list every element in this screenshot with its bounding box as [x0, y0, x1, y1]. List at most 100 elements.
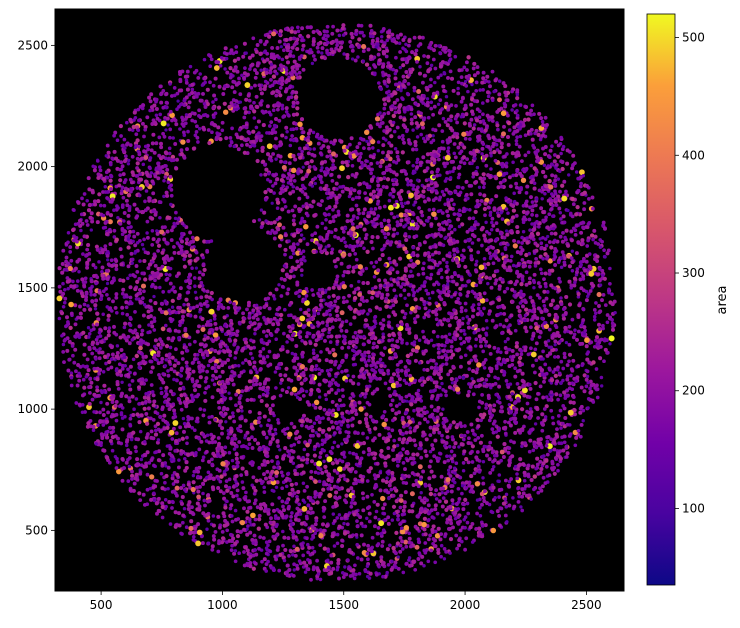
scatter-point	[513, 328, 518, 333]
scatter-point	[301, 165, 305, 169]
scatter-point	[380, 495, 386, 502]
scatter-point	[589, 389, 594, 394]
scatter-point	[85, 357, 90, 362]
scatter-point	[601, 326, 605, 331]
scatter-point	[511, 160, 515, 165]
scatter-point	[278, 63, 283, 68]
scatter-point	[431, 537, 436, 541]
scatter-point	[324, 358, 329, 363]
scatter-point	[264, 334, 269, 338]
scatter-point	[327, 286, 332, 291]
scatter-point	[511, 354, 516, 359]
scatter-point	[323, 499, 328, 504]
scatter-point	[326, 486, 331, 491]
scatter-point	[127, 158, 131, 163]
scatter-point	[458, 160, 463, 164]
scatter-point	[512, 238, 517, 243]
scatter-point	[331, 207, 335, 212]
scatter-point	[69, 383, 74, 388]
scatter-point	[345, 213, 350, 218]
scatter-point	[428, 533, 432, 538]
scatter-point	[313, 470, 318, 475]
scatter-point	[312, 453, 317, 458]
scatter-point	[550, 415, 555, 420]
scatter-point	[130, 394, 135, 399]
scatter-point	[499, 145, 504, 150]
scatter-point	[69, 258, 74, 263]
scatter-point	[119, 412, 124, 417]
scatter-point	[203, 80, 207, 85]
scatter-point	[441, 257, 446, 262]
scatter-point	[259, 68, 263, 72]
scatter-point	[362, 227, 367, 232]
scatter-point	[438, 173, 442, 177]
scatter-point	[371, 345, 376, 350]
scatter-point	[411, 183, 416, 188]
scatter-point	[486, 173, 491, 178]
scatter-point	[325, 323, 330, 328]
scatter-point	[401, 461, 406, 465]
scatter-point	[120, 291, 125, 296]
scatter-point	[84, 375, 89, 379]
scatter-point	[576, 189, 581, 193]
scatter-point	[112, 324, 116, 329]
scatter-point	[394, 530, 399, 536]
scatter-point	[330, 179, 335, 183]
scatter-point	[528, 438, 533, 443]
scatter-point	[197, 284, 202, 289]
scatter-point	[569, 229, 574, 234]
scatter-point	[583, 268, 588, 273]
scatter-point	[208, 80, 212, 85]
scatter-point	[528, 382, 532, 387]
scatter-point	[238, 321, 242, 326]
scatter-point	[132, 202, 137, 207]
scatter-point	[126, 479, 131, 483]
scatter-point	[391, 545, 396, 551]
scatter-point	[86, 242, 91, 248]
scatter-point	[229, 503, 234, 508]
scatter-point	[300, 26, 305, 31]
scatter-point	[425, 360, 430, 365]
scatter-point	[200, 83, 205, 87]
scatter-point	[490, 69, 495, 74]
scatter-point	[525, 184, 530, 189]
scatter-point	[357, 571, 362, 576]
scatter-point	[437, 492, 442, 497]
scatter-point	[449, 118, 453, 123]
scatter-point	[207, 415, 212, 420]
scatter-point	[258, 51, 263, 56]
scatter-point	[361, 281, 366, 285]
scatter-point	[554, 139, 559, 144]
scatter-point	[335, 43, 339, 48]
scatter-point	[295, 506, 300, 511]
scatter-point	[440, 275, 444, 280]
scatter-point	[401, 570, 406, 575]
scatter-point	[266, 296, 271, 301]
scatter-point	[515, 352, 520, 357]
scatter-point	[358, 393, 363, 398]
scatter-point	[520, 487, 525, 492]
scatter-point	[376, 183, 381, 188]
scatter-point	[302, 219, 307, 224]
scatter-point	[347, 340, 352, 345]
scatter-point	[547, 258, 553, 264]
scatter-point	[148, 359, 153, 364]
scatter-point	[139, 413, 144, 418]
scatter-point	[484, 318, 489, 323]
scatter-point	[151, 403, 156, 408]
scatter-point	[369, 161, 374, 166]
scatter-point	[429, 338, 434, 342]
scatter-point	[109, 345, 114, 350]
scatter-point	[352, 576, 357, 581]
scatter-point	[125, 438, 130, 443]
scatter-point	[146, 309, 151, 314]
scatter-point	[313, 531, 318, 536]
scatter-point	[225, 528, 230, 533]
scatter-point	[461, 461, 466, 465]
scatter-point	[541, 349, 545, 354]
scatter-point	[217, 423, 222, 428]
scatter-point	[451, 501, 455, 506]
scatter-point	[468, 150, 473, 155]
scatter-point	[320, 470, 325, 475]
scatter-point	[279, 381, 283, 385]
